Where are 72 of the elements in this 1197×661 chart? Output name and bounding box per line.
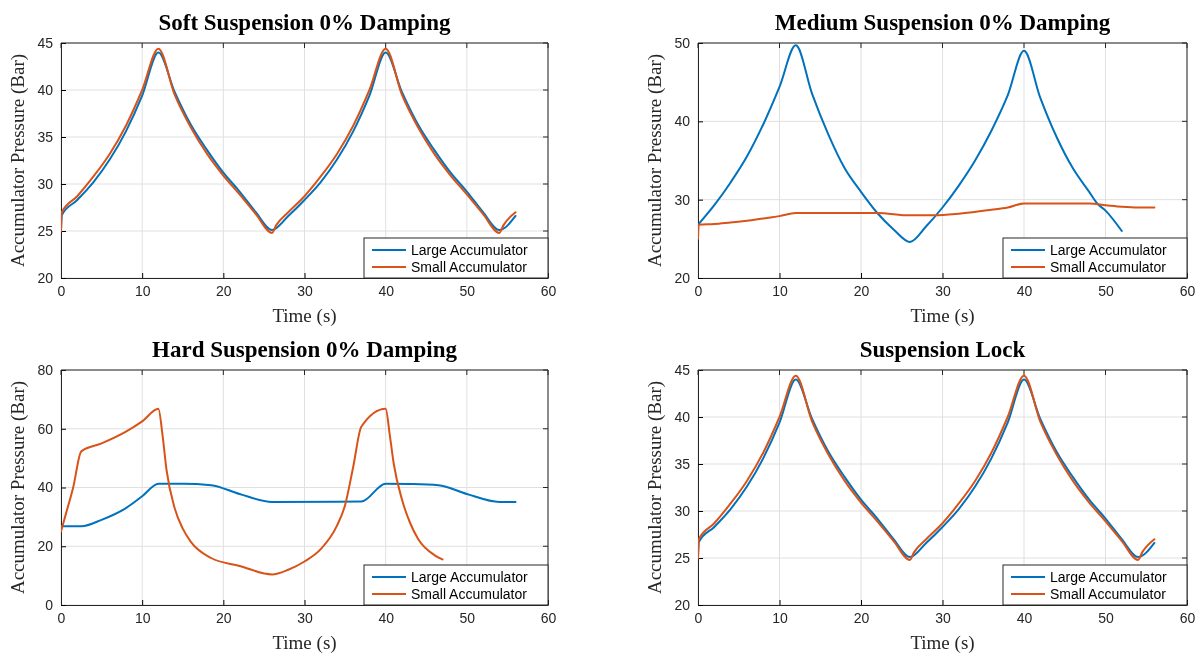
- y-tick-label: 50: [674, 34, 691, 51]
- legend-label: Small Accumulator: [1050, 259, 1167, 275]
- legend-label: Large Accumulator: [1050, 569, 1168, 585]
- legend-label: Small Accumulator: [1050, 586, 1167, 602]
- chart-title: Soft Suspension 0% Damping: [158, 10, 452, 35]
- x-tick-label: 0: [694, 282, 703, 299]
- x-axis-title: Time (s): [272, 632, 337, 654]
- x-tick-label: 40: [378, 609, 395, 626]
- x-tick-label: 30: [297, 609, 313, 626]
- y-tick-label: 35: [37, 128, 54, 145]
- legend-label: Small Accumulator: [411, 586, 528, 602]
- x-tick-label: 40: [1016, 609, 1033, 626]
- y-tick-label: 40: [37, 479, 54, 496]
- chart-title: Hard Suspension 0% Damping: [152, 337, 458, 362]
- y-tick-label: 30: [674, 502, 691, 519]
- y-tick-label: 45: [674, 361, 691, 378]
- x-tick-label: 0: [57, 282, 66, 299]
- y-tick-label: 20: [37, 538, 54, 555]
- y-tick-label: 20: [674, 269, 691, 286]
- x-tick-label: 50: [459, 609, 476, 626]
- y-tick-label: 80: [37, 361, 54, 378]
- x-tick-label: 0: [694, 609, 703, 626]
- y-axis-title: Accumulator Pressure (Bar): [7, 380, 29, 595]
- x-tick-label: 60: [1179, 282, 1196, 299]
- line-series: [61, 482, 517, 528]
- x-tick-label: 50: [1098, 282, 1114, 299]
- y-tick-label: 0: [45, 596, 54, 613]
- chart-title: Suspension Lock: [859, 337, 1026, 362]
- legend-label: Large Accumulator: [1050, 242, 1168, 258]
- y-tick-label: 30: [37, 175, 54, 192]
- y-tick-label: 25: [674, 549, 691, 566]
- x-tick-label: 10: [134, 282, 151, 299]
- y-axis-title: Accumulator Pressure (Bar): [644, 53, 666, 268]
- y-tick-label: 30: [674, 191, 691, 208]
- x-axis-title: Time (s): [910, 632, 975, 654]
- x-tick-label: 30: [935, 282, 951, 299]
- y-tick-label: 40: [37, 81, 54, 98]
- x-tick-label: 60: [1179, 609, 1196, 626]
- x-tick-label: 50: [459, 282, 476, 299]
- y-tick-label: 35: [674, 455, 691, 472]
- y-tick-label: 60: [37, 420, 54, 437]
- x-tick-label: 20: [853, 609, 870, 626]
- line-series: [698, 44, 1123, 243]
- x-axis-title: Time (s): [272, 305, 337, 327]
- x-tick-label: 60: [540, 609, 557, 626]
- line-series: [698, 202, 1156, 240]
- y-tick-label: 20: [674, 596, 691, 613]
- chart-title: Medium Suspension 0% Damping: [774, 10, 1111, 35]
- x-tick-label: 10: [772, 282, 788, 299]
- x-tick-label: 10: [134, 609, 151, 626]
- y-tick-label: 25: [37, 222, 54, 239]
- legend-label: Large Accumulator: [411, 569, 529, 585]
- y-tick-label: 20: [37, 269, 54, 286]
- x-tick-label: 20: [216, 609, 232, 626]
- x-tick-label: 30: [935, 609, 951, 626]
- x-axis-title: Time (s): [910, 305, 975, 327]
- x-tick-label: 20: [216, 282, 232, 299]
- x-tick-label: 20: [853, 282, 870, 299]
- legend-label: Large Accumulator: [411, 242, 529, 258]
- y-axis-title: Accumulator Pressure (Bar): [7, 53, 29, 268]
- y-tick-label: 45: [37, 34, 54, 51]
- y-axis-title: Accumulator Pressure (Bar): [644, 380, 666, 595]
- legend-label: Small Accumulator: [411, 259, 528, 275]
- y-tick-label: 40: [674, 408, 691, 425]
- x-tick-label: 30: [297, 282, 313, 299]
- x-tick-label: 40: [1016, 282, 1033, 299]
- y-tick-label: 40: [674, 113, 691, 130]
- x-tick-label: 60: [540, 282, 557, 299]
- x-tick-label: 10: [772, 609, 788, 626]
- x-tick-label: 0: [57, 609, 66, 626]
- x-tick-label: 50: [1098, 609, 1114, 626]
- x-tick-label: 40: [378, 282, 395, 299]
